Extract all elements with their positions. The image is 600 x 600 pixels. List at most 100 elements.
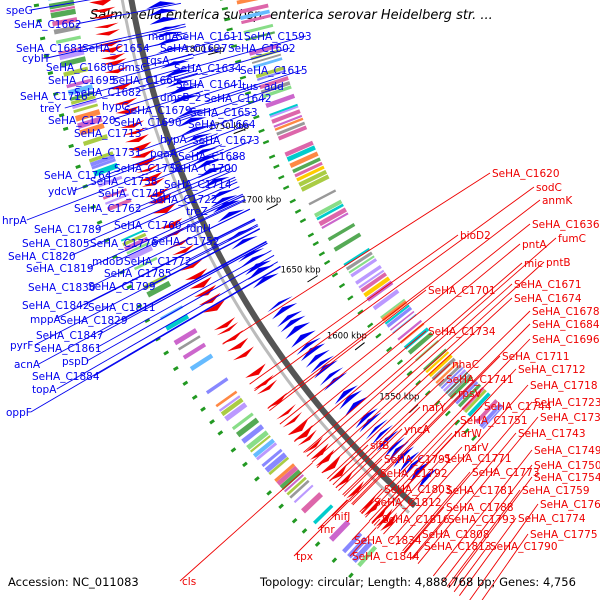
forward-cds-arrow (172, 244, 195, 256)
gene-labels: speGSeHA_C1662SeHA_C1681SeHA_C1654manASe… (2, 5, 600, 588)
forward-cds-arrow (130, 149, 155, 158)
forward-cds-arrow (145, 187, 170, 198)
tick-label: 1750 kbp (209, 122, 249, 132)
feature-block (269, 103, 298, 117)
leader-line (402, 471, 471, 552)
feature-block (313, 504, 334, 525)
gene-label: fdnH (186, 223, 211, 235)
feature-tick (254, 476, 260, 482)
gene-label: tpx (296, 551, 313, 563)
reverse-cds-arrow (231, 235, 258, 250)
feature-tick (47, 71, 54, 76)
feature-tick (90, 204, 97, 210)
feature-tick (244, 91, 252, 96)
reverse-cds-arrow (170, 95, 200, 105)
feature-block (274, 117, 304, 131)
feature-block (251, 53, 282, 64)
feature-block (447, 373, 471, 397)
leader-line (311, 283, 513, 463)
feature-block (289, 479, 310, 499)
leader-line (351, 323, 531, 505)
leader-line (95, 250, 272, 349)
feature-tick (234, 59, 242, 64)
gene-label: SeHA_C1738 (90, 176, 158, 188)
feature-block (397, 319, 423, 341)
leader-line (349, 527, 377, 557)
gene-label: SeHA_C1774 (518, 513, 586, 525)
leader-line (403, 401, 533, 553)
label-leader-lines (26, 0, 557, 600)
leader-line (329, 444, 369, 482)
gene-label: tus (242, 81, 258, 93)
reverse-cds-arrow (175, 109, 204, 119)
feature-block (294, 161, 323, 178)
leader-line (198, 47, 291, 75)
gene-label: SeHA_C1750 (534, 460, 600, 472)
forward-cds-arrow (108, 82, 133, 90)
feature-block (182, 342, 207, 360)
reverse-cds-arrow (187, 142, 216, 154)
feature-block (428, 354, 453, 378)
feature-block (238, 3, 269, 15)
feature-block (345, 251, 373, 271)
reverse-cds-arrow (154, 39, 184, 47)
leader-line (373, 518, 381, 526)
feature-block (277, 125, 308, 141)
feature-block (255, 442, 278, 461)
gene-label: SeHA_C1741 (446, 374, 514, 386)
tick-mark (408, 404, 419, 414)
feature-tick (348, 572, 354, 579)
gene-label: SeHA_C1761 (540, 499, 600, 511)
feature-tick (68, 143, 74, 149)
gene-label: ydcW (48, 186, 78, 198)
feature-tick (163, 350, 170, 356)
feature-tick (375, 333, 382, 339)
leader-line (184, 127, 216, 140)
gene-label: SeHA_C1602 (228, 43, 296, 55)
feature-block (321, 212, 349, 230)
feature-tick (262, 139, 270, 145)
forward-cds-arrow (315, 449, 335, 467)
feature-block (265, 93, 296, 109)
gene-label: SeHA_C1674 (514, 293, 582, 305)
leader-line (269, 289, 427, 412)
gene-label: SeHA_C1620 (492, 168, 560, 180)
feature-block (457, 383, 482, 408)
feature-block (93, 162, 119, 177)
reverse-cds-arrow (160, 60, 190, 69)
gene-label: SeHA_C1829 (60, 315, 128, 327)
gene-label: sodC (536, 182, 562, 194)
feature-block (286, 145, 316, 162)
feature-block (386, 306, 413, 328)
gene-label: SeHA_C1653 (190, 107, 258, 119)
leader-line (211, 97, 267, 118)
forward-cds-arrow (194, 284, 217, 298)
feature-tick (182, 380, 189, 386)
reverse-cds-arrow (393, 446, 415, 468)
feature-tick (323, 259, 331, 266)
tick-mark (208, 51, 220, 56)
gene-label: nhaC (452, 359, 479, 371)
reverse-cds-arrow (296, 337, 321, 356)
leader-line (135, 108, 209, 134)
feature-block (252, 57, 283, 69)
leader-line (326, 363, 451, 480)
feature-tick (291, 517, 298, 524)
leader-line (95, 170, 233, 230)
leader-line (469, 503, 539, 600)
gene-label: SeHA_C1671 (514, 279, 582, 291)
leader-line (135, 123, 215, 153)
leader-line (69, 181, 238, 257)
reverse-cds-arrow (272, 303, 298, 320)
gene-label: SeHA_C1695 (48, 75, 116, 87)
forward-cds-arrow (371, 504, 389, 523)
feature-tick (282, 185, 290, 191)
feature-tick (278, 503, 284, 510)
feature-block (425, 351, 450, 374)
feature-block (289, 151, 319, 169)
map-title: Salmonella enterica subsp. enterica sero… (90, 8, 493, 23)
feature-block (440, 366, 464, 390)
leader-line (417, 416, 539, 564)
gene-label: bioD2 (460, 230, 491, 242)
feature-block (264, 452, 288, 473)
